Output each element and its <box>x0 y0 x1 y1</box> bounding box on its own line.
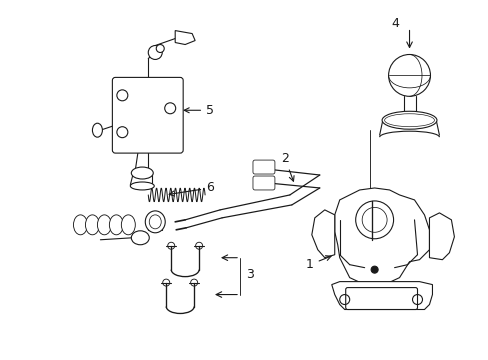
Polygon shape <box>331 282 431 310</box>
Ellipse shape <box>145 211 165 233</box>
Ellipse shape <box>92 123 102 137</box>
Ellipse shape <box>388 54 429 96</box>
Ellipse shape <box>370 266 377 273</box>
Ellipse shape <box>131 231 149 245</box>
Text: 2: 2 <box>281 152 293 181</box>
FancyBboxPatch shape <box>252 176 274 190</box>
Text: 5: 5 <box>184 104 214 117</box>
Ellipse shape <box>131 167 153 179</box>
FancyBboxPatch shape <box>345 288 417 310</box>
Text: 1: 1 <box>305 256 330 271</box>
Ellipse shape <box>156 45 164 53</box>
Polygon shape <box>311 210 334 258</box>
FancyBboxPatch shape <box>252 160 274 174</box>
Text: 3: 3 <box>245 268 253 281</box>
Ellipse shape <box>85 215 99 235</box>
Text: 6: 6 <box>169 181 214 196</box>
Ellipse shape <box>148 45 162 59</box>
Ellipse shape <box>109 215 123 235</box>
Ellipse shape <box>121 215 135 235</box>
Polygon shape <box>175 31 195 45</box>
Ellipse shape <box>381 111 436 129</box>
Ellipse shape <box>97 215 111 235</box>
Polygon shape <box>428 213 453 260</box>
Ellipse shape <box>355 201 393 239</box>
Ellipse shape <box>130 182 154 190</box>
FancyBboxPatch shape <box>112 77 183 153</box>
Ellipse shape <box>73 215 87 235</box>
Polygon shape <box>334 188 428 287</box>
Text: 4: 4 <box>391 17 399 30</box>
